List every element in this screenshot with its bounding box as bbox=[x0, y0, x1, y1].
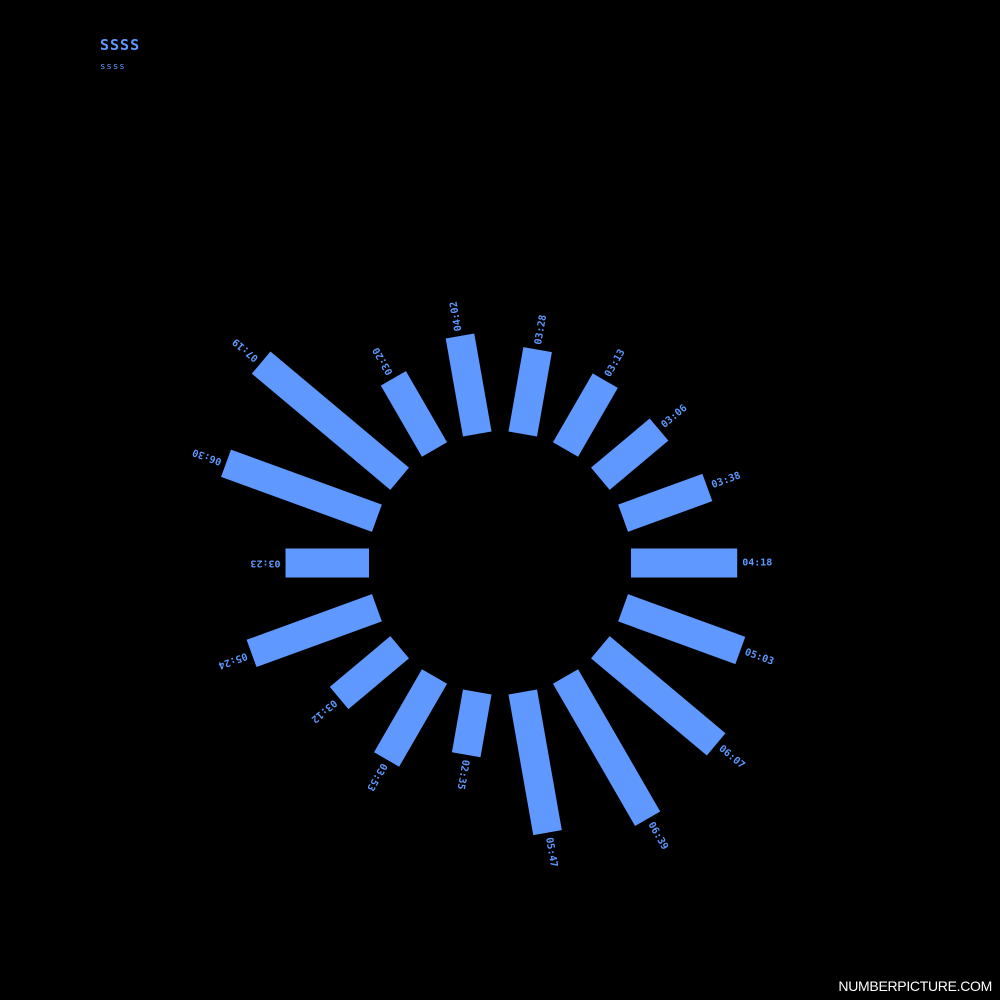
bar-label-2: 06:07 bbox=[716, 743, 746, 771]
bar-15 bbox=[552, 373, 618, 457]
bar-group: 03:13 bbox=[552, 348, 628, 457]
bar-group: 05:47 bbox=[508, 689, 562, 869]
bar-label-15: 03:13 bbox=[603, 348, 628, 380]
bar-16 bbox=[591, 418, 669, 490]
bar-group: 03:28 bbox=[508, 314, 552, 437]
bar-label-8: 05:24 bbox=[217, 650, 249, 671]
bar-group: 03:38 bbox=[618, 470, 742, 532]
bar-label-11: 07:19 bbox=[231, 336, 261, 364]
bar-10 bbox=[221, 449, 382, 532]
bar-label-7: 03:12 bbox=[309, 697, 339, 725]
bar-17 bbox=[618, 473, 713, 532]
bar-label-9: 03:23 bbox=[250, 558, 280, 569]
bar-label-10: 06:30 bbox=[191, 446, 223, 467]
bar-3 bbox=[552, 669, 661, 826]
bar-4 bbox=[508, 689, 562, 836]
chart-subtitle: ssss bbox=[100, 62, 126, 72]
bar-6 bbox=[374, 669, 448, 767]
bar-8 bbox=[246, 594, 382, 668]
chart-title: SSSS bbox=[100, 36, 141, 54]
bar-12 bbox=[380, 371, 448, 457]
bar-11 bbox=[251, 351, 409, 490]
bar-label-12: 03:20 bbox=[371, 345, 396, 377]
bar-13 bbox=[445, 333, 492, 437]
bar-group: 02:35 bbox=[451, 689, 492, 791]
bar-label-1: 05:03 bbox=[743, 647, 775, 668]
bar-group: 04:18 bbox=[631, 548, 772, 578]
bar-0 bbox=[631, 548, 738, 578]
bar-label-4: 05:47 bbox=[543, 837, 559, 869]
bar-1 bbox=[618, 594, 746, 665]
bar-group: 03:20 bbox=[371, 345, 448, 457]
bar-5 bbox=[451, 689, 492, 758]
bar-14 bbox=[508, 347, 552, 437]
bar-label-6: 03:53 bbox=[364, 761, 389, 793]
bar-group: 03:23 bbox=[250, 548, 369, 578]
bar-label-13: 04:02 bbox=[448, 300, 464, 332]
bar-group: 03:12 bbox=[309, 636, 409, 725]
bar-group: 04:02 bbox=[445, 300, 492, 437]
bar-2 bbox=[591, 636, 726, 756]
bar-7 bbox=[329, 636, 409, 710]
bar-label-14: 03:28 bbox=[533, 314, 549, 346]
bar-label-16: 03:06 bbox=[659, 403, 689, 431]
bar-9 bbox=[285, 548, 369, 578]
bar-label-5: 02:35 bbox=[455, 759, 471, 791]
bar-label-0: 04:18 bbox=[742, 558, 772, 569]
watermark-text: NUMBERPICTURE.COM bbox=[838, 978, 992, 994]
bar-group: 03:06 bbox=[591, 403, 689, 490]
bar-label-3: 06:39 bbox=[645, 820, 670, 852]
bar-label-17: 03:38 bbox=[710, 470, 742, 491]
